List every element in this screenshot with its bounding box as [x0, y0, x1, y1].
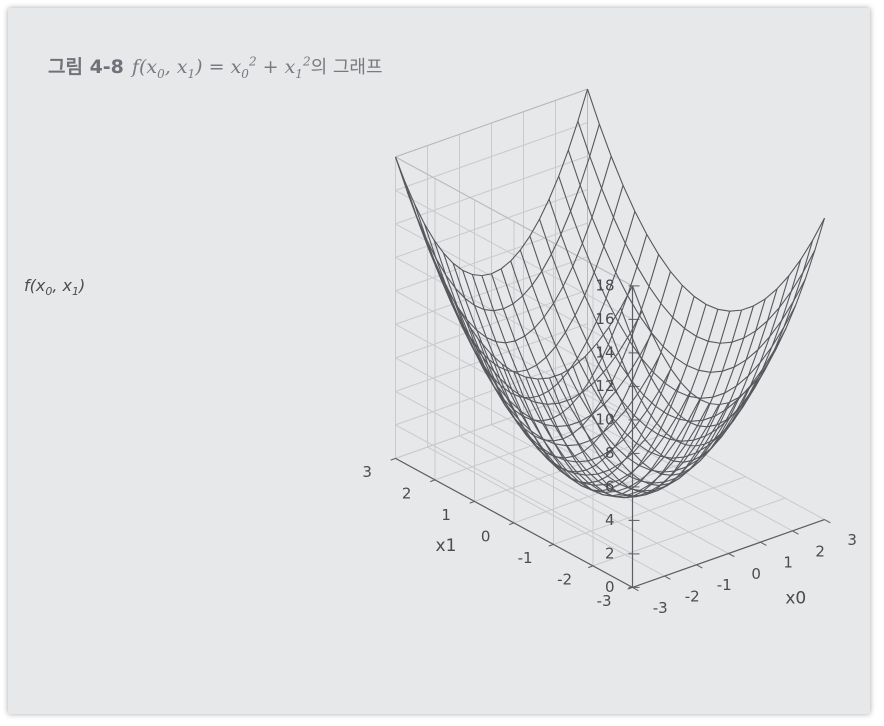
y-tick-label: 3 — [362, 463, 372, 481]
grid-line — [395, 290, 633, 421]
caption-formula: f(x0, x1) = x02 + x12 — [131, 54, 311, 81]
grid-line — [474, 433, 667, 502]
grid-line — [395, 357, 633, 488]
z-tick-label: 8 — [605, 444, 615, 462]
axes-layer — [390, 285, 831, 592]
y-tick-label: -1 — [518, 549, 533, 567]
x-tick-label: -3 — [653, 599, 668, 617]
y-tick-label: -3 — [597, 592, 612, 610]
y-tick — [390, 457, 396, 461]
x-tick-label: 3 — [847, 531, 857, 549]
grid-line — [434, 411, 628, 481]
grid-line — [395, 390, 633, 521]
x-axis-label: x0 — [785, 589, 806, 609]
z-tick-label: 18 — [595, 276, 614, 294]
x-tick — [728, 553, 735, 558]
grid-line — [395, 390, 588, 459]
mesh-line — [529, 235, 768, 459]
grid-line — [395, 155, 588, 225]
x-tick-label: -1 — [717, 576, 732, 594]
grid-line — [592, 497, 786, 567]
mesh-line — [577, 120, 816, 344]
grid-line — [395, 222, 588, 292]
mesh-line — [513, 304, 707, 492]
y-tick — [588, 565, 594, 569]
grid-line — [395, 256, 633, 387]
mesh-line — [442, 252, 681, 476]
z-tick-label: 2 — [605, 544, 615, 562]
x-tick-label: -2 — [685, 588, 700, 606]
x-tick — [664, 575, 671, 580]
mesh-line — [489, 285, 683, 473]
mesh-line — [519, 249, 758, 473]
x-tick — [792, 530, 799, 535]
grid-line — [395, 424, 633, 555]
x-tick-label: 1 — [783, 554, 793, 572]
grid-line — [395, 256, 588, 325]
y-tick — [430, 479, 436, 483]
y-axis-label: x1 — [436, 536, 457, 556]
y-tick — [548, 543, 554, 547]
grid-line — [395, 323, 633, 454]
y-tick-label: 0 — [481, 527, 491, 545]
grid-line — [553, 476, 746, 545]
grid-line — [395, 289, 588, 359]
y-tick — [509, 522, 515, 526]
figure-caption: 그림 4-8 f(x0, x1) = x02 + x12의 그래프 — [48, 52, 383, 81]
z-tick-label: 4 — [605, 511, 615, 529]
z-tick-label: 12 — [595, 377, 614, 395]
mesh-line — [538, 218, 777, 442]
mesh-line — [548, 198, 787, 422]
z-axis-label: f(x0, x1) — [24, 276, 86, 299]
mesh-line — [454, 234, 648, 422]
y-tick-label: 2 — [402, 484, 412, 502]
x-tick-label: 2 — [815, 542, 825, 560]
z-tick-label: 14 — [595, 343, 614, 361]
y-tick — [469, 500, 475, 504]
mesh-line — [567, 149, 806, 373]
x-tick — [760, 541, 767, 546]
x-tick — [696, 564, 703, 569]
caption-suffix: 의 그래프 — [310, 57, 383, 78]
x-tick — [632, 586, 639, 592]
x-tick-label: 0 — [751, 565, 761, 583]
grid-line — [395, 122, 588, 191]
mesh-line — [477, 271, 671, 459]
y-tick-label: -2 — [557, 570, 572, 588]
mesh-line — [466, 254, 660, 442]
pane-edge — [395, 88, 588, 158]
z-tick-label: 0 — [605, 578, 615, 596]
mesh-line — [418, 156, 612, 344]
grid-line — [395, 356, 588, 426]
pane-edge — [395, 156, 633, 287]
figure-label: 그림 4-8 — [48, 56, 124, 78]
z-tick-label: 6 — [605, 477, 615, 495]
mesh-line — [406, 124, 600, 312]
mesh-line — [430, 185, 624, 373]
z-tick-label: 10 — [595, 410, 614, 428]
grid-line — [395, 189, 633, 320]
mesh-line — [558, 175, 797, 399]
surface-mesh — [394, 88, 826, 499]
y-tick-label: 1 — [441, 506, 451, 524]
grid-line — [395, 223, 633, 354]
mesh-line — [442, 211, 636, 399]
z-tick-label: 16 — [595, 310, 614, 328]
figure-frame: 그림 4-8 f(x0, x1) = x02 + x12의 그래프 f(x0, x… — [8, 8, 870, 714]
mesh-line — [586, 88, 825, 312]
mesh-line — [394, 88, 589, 277]
x-tick — [824, 519, 831, 524]
